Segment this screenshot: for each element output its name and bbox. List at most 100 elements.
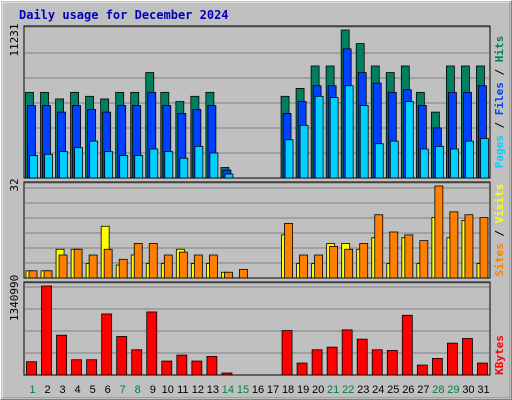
- sites-bar: [28, 270, 38, 279]
- sites-bar: [88, 254, 98, 279]
- pages-bar: [89, 140, 99, 179]
- sites-bar: [148, 243, 158, 279]
- sites-bar: [374, 214, 384, 279]
- sites-bar: [133, 243, 143, 279]
- day-label: 31: [477, 384, 489, 396]
- sites-bar: [193, 254, 203, 279]
- kbytes-bar: [431, 358, 443, 376]
- kbytes-bar: [477, 362, 488, 376]
- sites-bar: [419, 240, 429, 279]
- kbytes-bar: [131, 349, 143, 376]
- sites-bar: [58, 254, 68, 279]
- pages-bar: [149, 148, 159, 179]
- sites-bar: [329, 245, 339, 279]
- sites-bar: [239, 268, 248, 279]
- legend-entry: Files: [493, 82, 506, 115]
- sites-bar: [359, 243, 369, 279]
- kbytes-bar: [416, 364, 428, 376]
- kbytes-scale-label: 1340990: [8, 275, 21, 321]
- day-label: 27: [417, 384, 429, 396]
- kbytes-bar: [86, 359, 98, 376]
- day-label: 23: [357, 384, 369, 396]
- day-label: 9: [150, 384, 156, 396]
- kbytes-bar: [371, 349, 383, 376]
- day-label: 5: [90, 384, 96, 396]
- day-label: 4: [75, 384, 81, 396]
- pages-bar: [465, 140, 474, 179]
- day-label: 29: [447, 384, 459, 396]
- kbytes-bar: [56, 334, 67, 376]
- legend-entry: Sites: [493, 243, 506, 276]
- pages-bar: [284, 139, 294, 179]
- pages-bar: [119, 155, 129, 179]
- pages-bar: [164, 151, 174, 179]
- kbytes-bar: [146, 311, 158, 376]
- sites-bar: [464, 214, 474, 279]
- sites-bar: [43, 270, 53, 279]
- day-label: 10: [162, 384, 174, 396]
- day-label: 28: [432, 384, 444, 396]
- day-label: 13: [207, 384, 219, 396]
- legend-kbytes: KBytes: [493, 335, 506, 375]
- day-label: 20: [312, 384, 324, 396]
- day-label: 19: [297, 384, 309, 396]
- legend-bot-text: KBytes: [493, 335, 506, 375]
- hits-scale-label: 11231: [8, 23, 21, 56]
- kbytes-bar: [41, 285, 52, 376]
- sites-bar: [314, 254, 324, 279]
- legend-entry: Visits: [493, 184, 506, 224]
- day-label: 3: [60, 384, 66, 396]
- day-label: 1: [29, 384, 35, 396]
- pages-bar: [434, 145, 444, 179]
- sites-bar: [284, 222, 293, 279]
- kbytes-bar: [116, 336, 128, 376]
- sites-bar: [479, 217, 489, 279]
- sites-bar: [299, 254, 308, 279]
- bars: [25, 29, 489, 376]
- kbytes-bar: [447, 342, 458, 376]
- day-label: 25: [387, 384, 399, 396]
- kbytes-bar: [326, 346, 338, 376]
- kbytes-bar: [71, 359, 82, 376]
- day-labels: 1 2 3 4 5 6 7 8 9 10 11 12 13 14 15 16 17 18 19 20 21 22 23 24 2…: [29, 384, 489, 396]
- day-label: 24: [372, 384, 384, 396]
- panels: [23, 25, 491, 376]
- day-label: 12: [192, 384, 204, 396]
- day-label: 7: [120, 384, 126, 396]
- pages-bar: [374, 143, 384, 179]
- sites-bar: [344, 248, 354, 279]
- day-label: 21: [327, 384, 339, 396]
- pages-bar: [329, 97, 339, 179]
- pages-bar: [314, 95, 324, 179]
- legend-separator: /: [493, 62, 506, 82]
- day-label: 17: [267, 384, 279, 396]
- day-label: 8: [135, 384, 141, 396]
- sites-bar: [404, 234, 414, 279]
- kbytes-bar: [296, 362, 308, 376]
- pages-bar: [480, 138, 489, 179]
- sites-bar: [389, 231, 399, 279]
- legend-sites-visits: Sites / Visits: [493, 184, 506, 277]
- legend-entry: Pages: [493, 135, 506, 168]
- kbytes-bar: [206, 356, 218, 376]
- day-label: 26: [402, 384, 414, 396]
- sites-bar: [434, 185, 444, 279]
- pages-bar: [104, 151, 114, 179]
- day-label: 30: [462, 384, 474, 396]
- pages-bar: [224, 173, 234, 179]
- kbytes-bar: [221, 372, 233, 376]
- kbytes-bar: [356, 338, 368, 376]
- day-label: 18: [282, 384, 294, 396]
- pages-bar: [299, 124, 309, 179]
- sites-bar: [118, 258, 128, 279]
- pages-bar: [450, 148, 459, 179]
- kbytes-bar: [176, 354, 188, 376]
- sites-bar: [163, 254, 173, 279]
- kbytes-bar: [386, 350, 398, 376]
- visits-scale-label: 32: [8, 178, 21, 191]
- pages-bar: [44, 153, 53, 179]
- pages-bar: [179, 157, 189, 179]
- kbytes-bar: [191, 360, 203, 376]
- kbytes-bar: [161, 360, 173, 376]
